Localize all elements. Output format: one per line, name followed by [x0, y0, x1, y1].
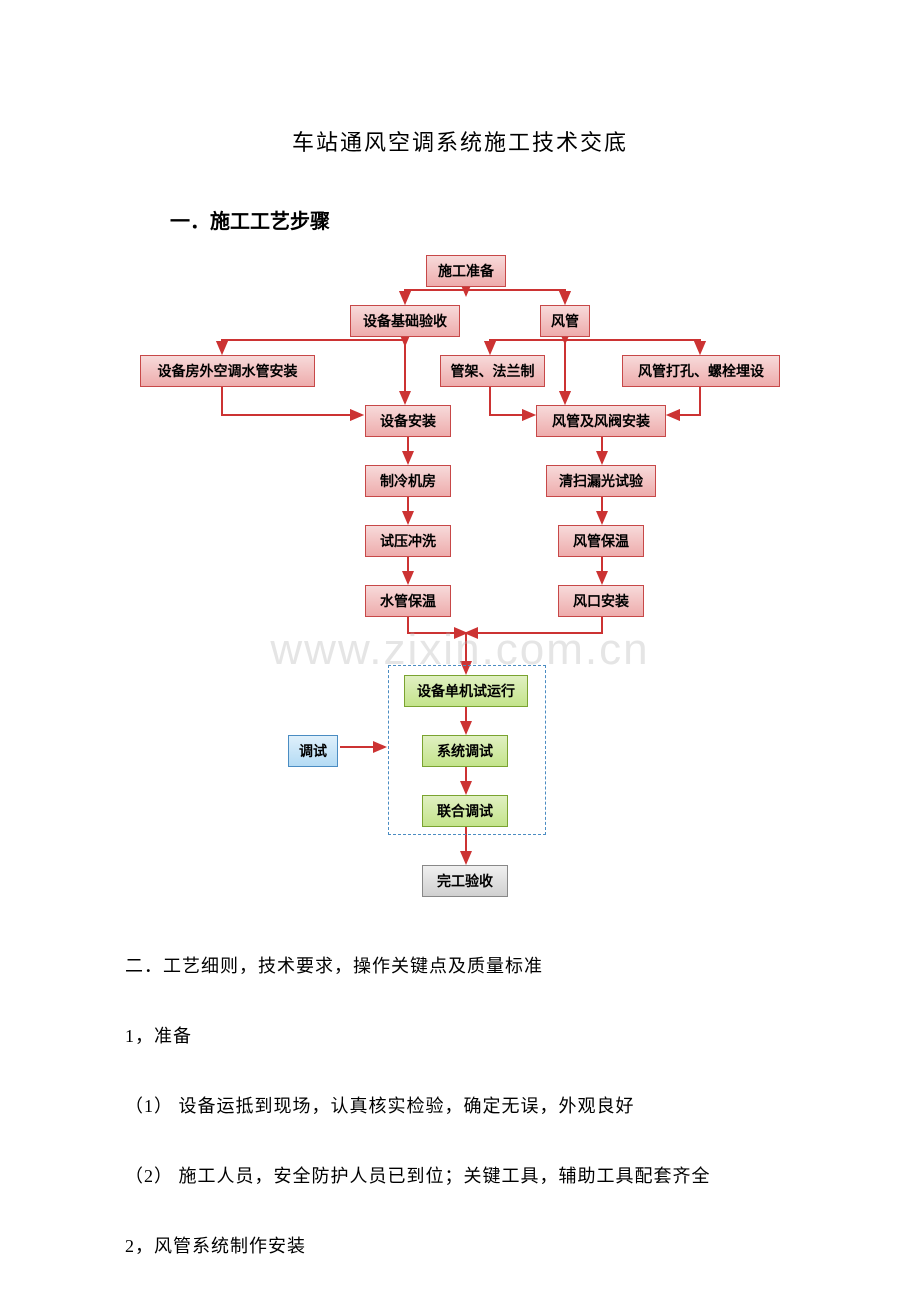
node-outdoor-pipe: 设备房外空调水管安装	[140, 355, 315, 387]
node-equip-install: 设备安装	[365, 405, 451, 437]
node-duct: 风管	[540, 305, 590, 337]
node-pipe-insulation: 水管保温	[365, 585, 451, 617]
node-final-accept: 完工验收	[422, 865, 508, 897]
node-joint-debug: 联合调试	[422, 795, 508, 827]
page-title: 车站通风空调系统施工技术交底	[0, 125, 920, 157]
body-p2: 1，准备	[125, 1022, 192, 1048]
node-drill-bolt: 风管打孔、螺栓埋设	[622, 355, 780, 387]
node-pressure-flush: 试压冲洗	[365, 525, 451, 557]
node-duct-valve-install: 风管及风阀安装	[536, 405, 666, 437]
body-p4: （2） 施工人员，安全防护人员已到位；关键工具，辅助工具配套齐全	[125, 1162, 711, 1188]
node-bracket-flange: 管架、法兰制	[440, 355, 545, 387]
body-p3: （1） 设备运抵到现场，认真核实检验，确定无误，外观良好	[125, 1092, 635, 1118]
node-chiller-room: 制冷机房	[365, 465, 451, 497]
body-p1: 二．工艺细则，技术要求，操作关键点及质量标准	[125, 952, 543, 978]
node-single-test: 设备单机试运行	[404, 675, 528, 707]
body-p5: 2，风管系统制作安装	[125, 1232, 306, 1258]
node-system-debug: 系统调试	[422, 735, 508, 767]
node-base-accept: 设备基础验收	[350, 305, 460, 337]
node-prep: 施工准备	[426, 255, 506, 287]
node-duct-insulation: 风管保温	[558, 525, 644, 557]
node-outlet-install: 风口安装	[558, 585, 644, 617]
node-leak-test: 清扫漏光试验	[546, 465, 656, 497]
flowchart: 施工准备 设备基础验收 风管 设备房外空调水管安装 管架、法兰制 风管打孔、螺栓…	[0, 255, 920, 915]
node-debug-label: 调试	[288, 735, 338, 767]
section-1-heading: 一．施工工艺步骤	[170, 205, 330, 234]
